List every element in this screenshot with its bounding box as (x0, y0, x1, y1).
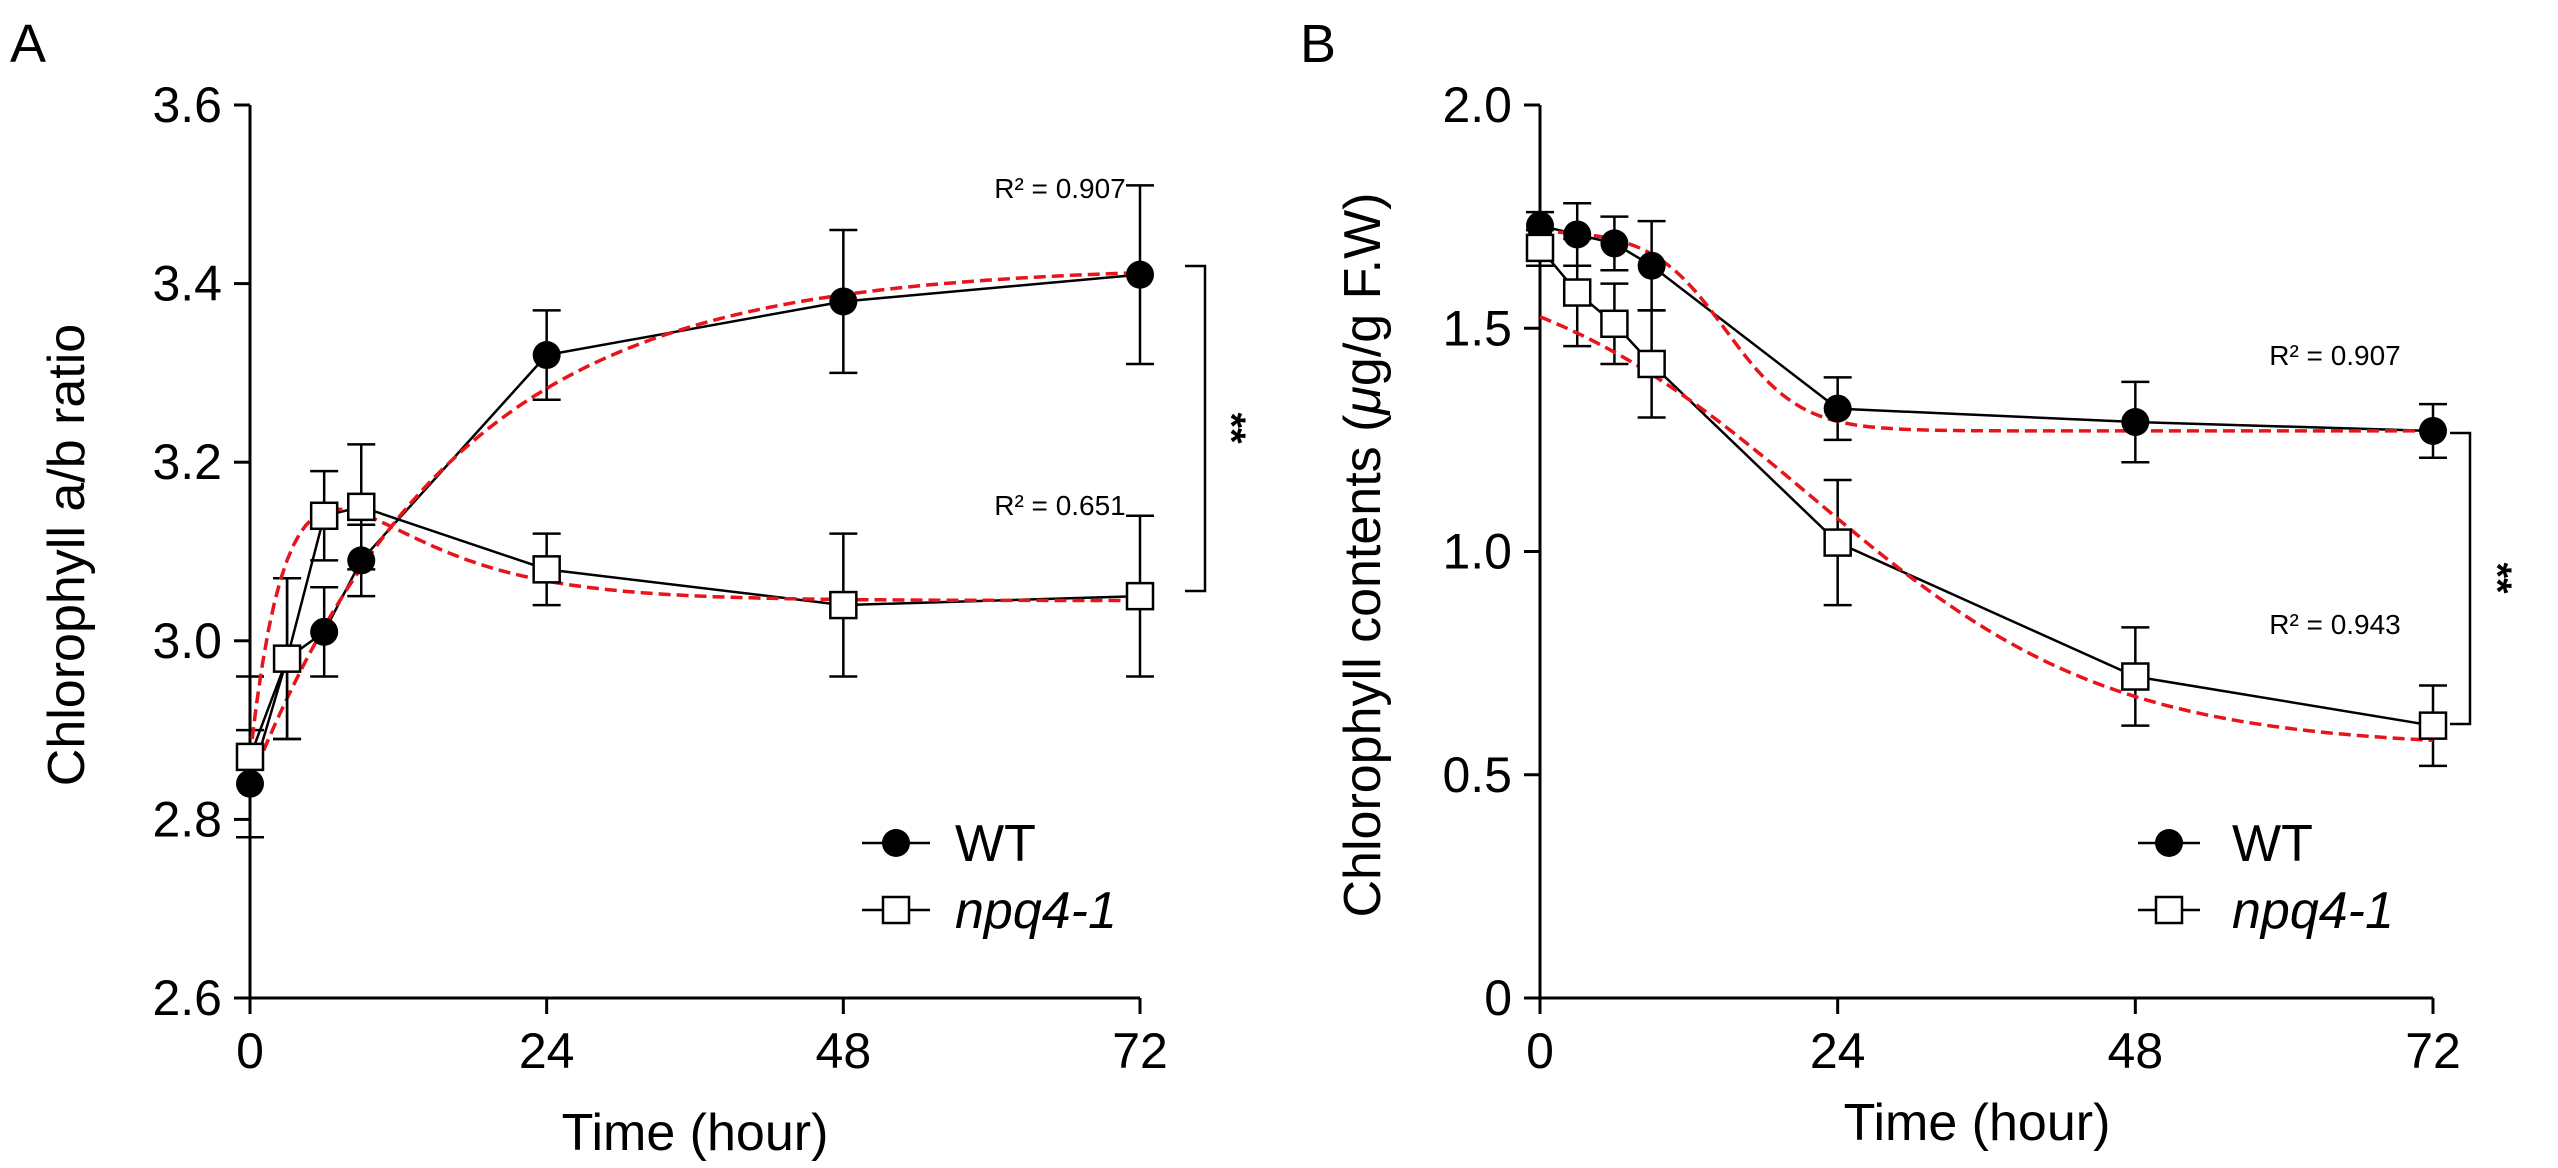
data-point-npq4 (1525, 233, 1555, 263)
data-point-wt (236, 769, 264, 798)
data-point-npq4 (1637, 349, 1666, 379)
panel-b: B 0 0.5 1.0 1.5 2.0 0 24 48 72 Chlorophyll cont… (1300, 14, 2519, 1152)
panel-a: A 2.6 2.8 3.0 3.2 3.4 3.6 0 24 48 72 Chlorophyll… (10, 14, 1253, 1162)
data-point-wt (532, 341, 561, 370)
significance-bracket-b (2450, 431, 2472, 726)
y-axis-ticks-a: 2.6 2.8 3.0 3.2 3.4 3.6 (152, 77, 250, 1026)
fit-curve-npq4 (248, 507, 1141, 758)
data-point-npq4 (309, 501, 339, 531)
plot-area-b (1525, 201, 2448, 768)
significance-mark-b: ** (2475, 562, 2519, 594)
y-tick-label: 3.4 (152, 256, 222, 312)
legend-marker-wt-b (2155, 829, 2183, 857)
data-point-npq4 (1823, 528, 1852, 557)
x-tick-label: 72 (2405, 1023, 2461, 1079)
x-tick-label: 48 (816, 1023, 872, 1079)
data-point-npq4 (829, 590, 858, 620)
data-point-wt (1126, 260, 1154, 289)
legend-marker-npq4-b (2154, 895, 2184, 925)
data-point-npq4 (235, 742, 265, 772)
y-tick-label: 0.5 (1442, 747, 1512, 803)
y-axis-title-b: Chlorophyll contents (μg/g F.W) (1334, 193, 1392, 918)
data-point-wt (347, 546, 376, 575)
data-point-npq4 (272, 644, 302, 673)
data-point-wt (1637, 251, 1666, 280)
data-point-npq4 (532, 555, 561, 584)
x-axis-ticks-b: 0 24 48 72 (1526, 998, 2461, 1079)
r2-label-npq4-a: R² = 0.651 (994, 490, 1126, 521)
data-point-wt (1600, 229, 1629, 258)
y-tick-label: 3.2 (152, 434, 222, 490)
x-axis-ticks-a: 0 24 48 72 (236, 998, 1168, 1079)
legend-b: WT npq4-1 (2138, 815, 2394, 940)
y-tick-label: 1.5 (1442, 300, 1512, 356)
data-line-wt (1539, 224, 2434, 433)
data-point-wt (1563, 220, 1592, 249)
data-point-npq4 (347, 492, 376, 522)
legend-marker-wt-a (882, 829, 910, 857)
x-axis-title-b: Time (hour) (1844, 1094, 2111, 1152)
y-tick-label: 1.0 (1442, 524, 1512, 580)
data-point-wt (310, 617, 339, 646)
x-tick-label: 48 (2108, 1023, 2164, 1079)
data-point-npq4 (2121, 662, 2150, 691)
legend-label-npq4-a: npq4-1 (955, 882, 1117, 940)
data-line-npq4 (248, 505, 1141, 758)
r2-label-wt-b: R² = 0.907 (2269, 340, 2401, 371)
x-tick-label: 24 (519, 1023, 575, 1079)
plot-area-a (235, 184, 1155, 839)
x-tick-label: 0 (236, 1023, 264, 1079)
x-tick-label: 24 (1810, 1023, 1866, 1079)
legend-label-wt-b: WT (2232, 815, 2313, 873)
significance-mark-a: ** (1209, 412, 1253, 444)
fit-curve-wt (1539, 229, 2433, 433)
legend-a: WT npq4-1 (862, 815, 1117, 940)
x-tick-label: 0 (1526, 1023, 1554, 1079)
y-tick-label: 2.6 (152, 970, 222, 1026)
legend-label-wt-a: WT (955, 815, 1036, 873)
y-axis-ticks-b: 0 0.5 1.0 1.5 2.0 (1442, 77, 1540, 1026)
y-tick-label: 0 (1484, 970, 1512, 1026)
significance-bracket-a (1185, 264, 1207, 593)
x-tick-label: 72 (1112, 1023, 1168, 1079)
y-axis-title-b-part2: g/g F.W) (1334, 193, 1392, 387)
data-point-wt (829, 287, 858, 316)
y-axis-title-b-part1: Chlorophyll contents ( (1334, 414, 1392, 918)
data-point-wt (2419, 416, 2447, 445)
y-axis-title-b-mu: μ (1334, 386, 1392, 417)
y-tick-label: 3.6 (152, 77, 222, 133)
panel-letter-b: B (1300, 14, 1336, 74)
data-point-npq4 (1562, 278, 1592, 307)
data-point-npq4 (1600, 309, 1629, 339)
data-point-wt (2121, 408, 2150, 437)
y-tick-label: 3.0 (152, 613, 222, 669)
y-tick-label: 2.8 (152, 791, 222, 847)
data-point-wt (1823, 394, 1852, 423)
panel-letter-a: A (10, 14, 46, 74)
r2-label-npq4-b: R² = 0.943 (2269, 609, 2401, 640)
legend-marker-npq4-a (881, 895, 911, 925)
data-point-npq4 (2418, 711, 2448, 740)
y-axis-title-a: Chlorophyll a/b ratio (38, 324, 96, 786)
fit-curve-wt (248, 270, 1141, 785)
r2-label-wt-a: R² = 0.907 (994, 173, 1126, 204)
data-line-wt (248, 273, 1141, 785)
y-tick-label: 2.0 (1442, 77, 1512, 133)
data-point-wt (1526, 211, 1554, 240)
data-line-npq4 (1539, 247, 2434, 727)
fit-curve-npq4 (1539, 315, 2434, 743)
x-axis-title-a: Time (hour) (562, 1104, 829, 1162)
data-point-npq4 (1125, 581, 1155, 611)
legend-label-npq4-b: npq4-1 (2232, 882, 2394, 940)
